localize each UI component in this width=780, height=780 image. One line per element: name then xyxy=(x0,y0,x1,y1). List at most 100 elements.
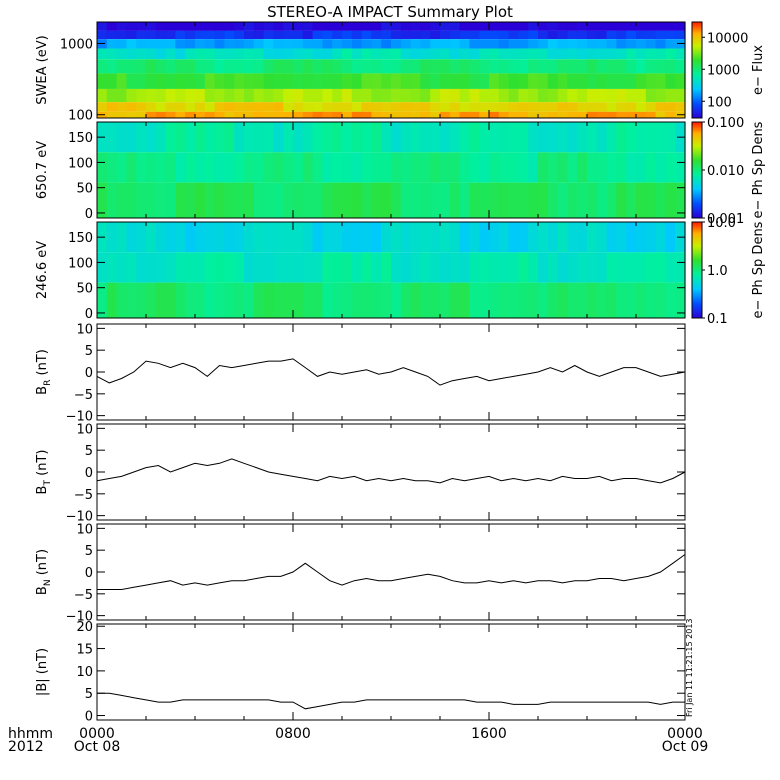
heatmap-cell xyxy=(449,102,461,112)
heatmap-cell xyxy=(391,122,402,153)
heatmap-cell xyxy=(351,252,363,283)
heatmap-cell xyxy=(263,22,274,31)
heatmap-cell xyxy=(244,111,255,118)
heatmap-cell xyxy=(322,122,333,153)
heatmap-cell xyxy=(204,111,216,118)
heatmap-cell xyxy=(97,22,108,31)
heatmap-cell xyxy=(371,48,382,60)
heatmap-cell xyxy=(400,39,412,49)
heatmap-cell xyxy=(332,111,343,118)
heatmap-cell xyxy=(655,111,666,118)
heatmap-cell xyxy=(293,182,304,218)
heatmap-cell xyxy=(185,39,196,49)
heatmap-cell xyxy=(146,59,157,74)
heatmap-cell xyxy=(420,222,431,253)
heatmap-cell xyxy=(420,73,431,89)
heatmap-cell xyxy=(596,30,608,40)
heatmap-cell xyxy=(97,102,108,112)
heatmap-cell xyxy=(126,111,137,118)
heatmap-cell xyxy=(557,152,568,183)
heatmap-cell xyxy=(165,88,176,103)
heatmap-cell xyxy=(479,30,490,40)
heatmap-cell xyxy=(224,102,235,112)
y-axis-label: BT (nT) xyxy=(35,450,53,495)
heatmap-cell xyxy=(361,30,372,40)
y-tick-label: 5 xyxy=(85,544,93,559)
heatmap-cell xyxy=(587,222,598,253)
heatmap-cell xyxy=(449,252,461,283)
heatmap-cell xyxy=(244,88,255,103)
heatmap-cell xyxy=(391,102,402,112)
heatmap-cell xyxy=(645,39,657,49)
heatmap-cell xyxy=(430,73,441,89)
y-tick-label: 50 xyxy=(76,182,93,197)
heatmap-cell xyxy=(440,39,451,49)
heatmap-cell xyxy=(528,122,539,153)
heatmap-cell xyxy=(518,59,529,74)
heatmap-cell xyxy=(430,22,441,31)
heatmap-cell xyxy=(440,30,451,40)
heatmap-cell xyxy=(469,59,480,74)
heatmap-cell xyxy=(518,22,529,31)
heatmap-cell xyxy=(547,152,559,183)
heatmap-cell xyxy=(626,282,637,318)
heatmap-cell xyxy=(273,182,284,218)
heatmap-cell xyxy=(175,59,186,74)
heatmap-cell xyxy=(351,73,363,89)
heatmap-cell xyxy=(146,48,157,60)
heatmap-cell xyxy=(616,222,627,253)
heatmap-cell xyxy=(342,222,353,253)
y-axis-label: 246.6 eV xyxy=(35,241,50,299)
heatmap-cell xyxy=(195,222,206,253)
y-axis-label: BN (nT) xyxy=(35,549,53,595)
heatmap-cell xyxy=(302,282,314,318)
heatmap-cell xyxy=(332,102,343,112)
heatmap-cell xyxy=(596,282,608,318)
colorbar-tick-label: 0.001 xyxy=(707,212,744,227)
heatmap-cell xyxy=(214,182,225,218)
heatmap-cell xyxy=(655,152,666,183)
heatmap-cell xyxy=(645,48,657,60)
heatmap-cell xyxy=(430,122,441,153)
heatmap-cell xyxy=(312,222,323,253)
heatmap-cell xyxy=(371,111,382,118)
heatmap-cell xyxy=(165,30,176,40)
y-tick-label: −5 xyxy=(74,488,93,503)
heatmap-cell xyxy=(381,59,392,74)
heatmap-cell xyxy=(185,111,196,118)
heatmap-cell xyxy=(577,48,588,60)
heatmap-cell xyxy=(508,59,519,74)
heatmap-cell xyxy=(106,102,118,112)
heatmap-cell xyxy=(547,122,559,153)
heatmap-cell xyxy=(420,111,431,118)
heatmap-cell xyxy=(538,122,549,153)
heatmap-cell xyxy=(371,282,382,318)
heatmap-cell xyxy=(204,152,216,183)
heatmap-cell xyxy=(116,122,127,153)
heatmap-cell xyxy=(293,48,304,60)
heatmap-cell xyxy=(155,48,167,60)
colorbar-pad246: 0.1 1.0 10.0 e− Ph Sp Dens xyxy=(691,216,766,327)
heatmap-cell xyxy=(253,22,265,31)
heatmap-cell xyxy=(518,252,529,283)
heatmap-cell xyxy=(665,59,676,74)
heatmap-cell xyxy=(165,152,176,183)
heatmap-cell xyxy=(312,182,323,218)
heatmap-cell xyxy=(361,252,372,283)
colorbar-tick-label: 10000 xyxy=(707,31,748,46)
heatmap-cell xyxy=(449,122,461,153)
heatmap-cell xyxy=(234,102,245,112)
heatmap-cell xyxy=(195,88,206,103)
heatmap-cell xyxy=(675,48,686,60)
heatmap-cell xyxy=(655,282,666,318)
heatmap-cell xyxy=(547,48,559,60)
heatmap-cell xyxy=(332,59,343,74)
heatmap-cell xyxy=(479,182,490,218)
heatmap-cell xyxy=(136,182,147,218)
heatmap-cell xyxy=(371,252,382,283)
heatmap-cell xyxy=(165,22,176,31)
heatmap-cell xyxy=(116,222,127,253)
heatmap-cell xyxy=(469,30,480,40)
heatmap-cell xyxy=(342,111,353,118)
heatmap-cell xyxy=(518,88,529,103)
